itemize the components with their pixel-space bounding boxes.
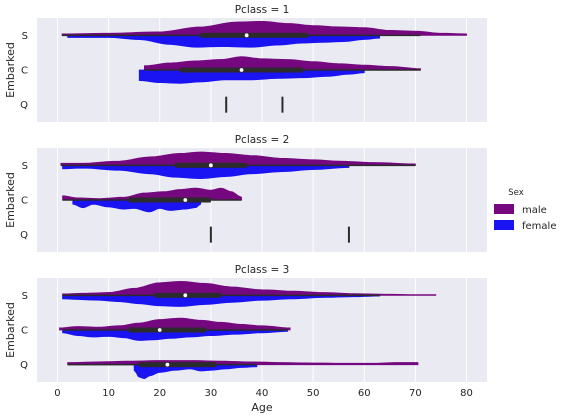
box-median [157,328,162,332]
violin-half-female [133,364,258,380]
y-tick-label: Q [20,360,28,371]
box-iqr [200,32,309,38]
violin-S [61,20,467,48]
y-tick-label: S [22,291,28,302]
x-tick-label: 40 [256,388,269,399]
y-tick-label: S [22,161,28,172]
x-tick-label: 0 [54,388,60,399]
y-tick-label: C [21,326,28,337]
violin-Q [67,360,419,380]
y-axis-label: Embarked [4,302,17,358]
box-iqr [129,327,206,333]
violin-half-female [62,164,350,180]
legend-swatch-female [494,220,514,230]
panel-title: Pclass = 1 [235,4,290,16]
violin-half-male [59,317,291,331]
x-tick-label: 50 [307,388,320,399]
x-tick-label: 20 [153,388,166,399]
panel-title: Pclass = 3 [235,264,290,276]
y-axis-label: Embarked [4,42,17,98]
violin-C [138,56,421,84]
violin-half-female [62,329,288,341]
violin-C [62,187,242,213]
violin-Q [225,96,284,113]
violin-S [62,280,437,307]
x-tick-label: 80 [460,388,473,399]
violin-S [60,151,416,180]
legend-title: Sex [508,188,524,198]
violin-half-female [67,34,381,48]
violin-half-male [143,56,421,71]
legend: Sex male female [494,188,556,232]
box-iqr [154,292,222,298]
panel-title: Pclass = 2 [235,134,290,146]
legend-label-female: female [522,221,556,232]
violin-half-male [60,151,416,166]
box-iqr [129,197,211,203]
violin-half-female [138,69,365,84]
y-tick-label: S [22,31,28,42]
x-tick-label: 60 [358,388,371,399]
box-median [244,33,249,38]
legend-label-male: male [522,205,547,216]
violin-Q [209,226,350,243]
violin-half-female [62,294,381,307]
x-axis: 0 10 20 30 40 50 60 70 80 Age [54,388,473,414]
box-median [183,293,188,298]
box-median [208,163,213,168]
legend-swatch-male [494,204,514,214]
y-axis-label: Embarked [4,172,17,228]
box-median [183,198,188,202]
x-tick-label: 30 [204,388,217,399]
x-tick-label: 10 [102,388,115,399]
violin-C [59,317,291,341]
box-median [239,68,244,72]
violin-half-female [72,199,202,213]
y-tick-label: Q [20,230,28,241]
box-iqr [139,362,216,368]
y-tick-label: C [21,66,28,77]
violin-half-male [62,280,437,296]
x-axis-label: Age [251,401,273,414]
violin-half-male [62,187,242,201]
box-median [165,362,170,367]
y-tick-label: C [21,196,28,207]
violin-half-male [61,20,467,36]
y-tick-label: Q [20,100,28,111]
x-tick-label: 70 [409,388,422,399]
